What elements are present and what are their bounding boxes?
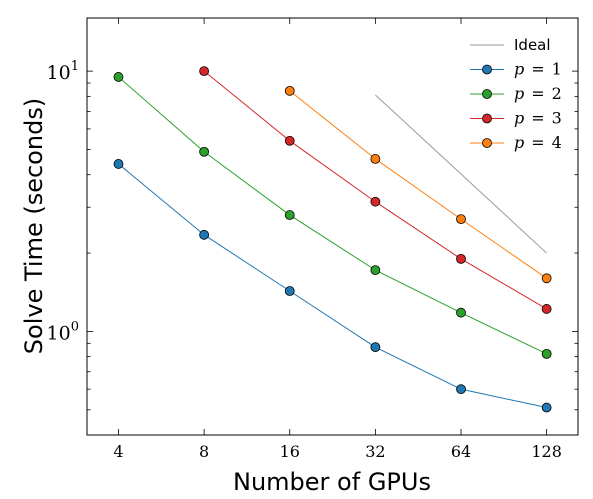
legend-label: p = 4 (514, 133, 562, 152)
series-layer (113, 66, 552, 413)
legend-entry-ideal: Ideal (470, 36, 551, 54)
x-tick-label: 4 (113, 442, 123, 461)
data-point (199, 229, 210, 240)
data-point (284, 85, 295, 96)
series-p1 (113, 159, 552, 413)
legend-label: p = 2 (514, 84, 562, 103)
ideal-line-layer (375, 94, 547, 254)
data-point (113, 159, 124, 169)
y-tick-label: 100 (47, 319, 79, 344)
ideal-scaling-line (375, 94, 547, 254)
series-p2 (113, 72, 552, 359)
legend-marker (482, 138, 492, 148)
series-p3 (199, 66, 552, 314)
legend-label: p = 1 (514, 60, 562, 79)
data-point (456, 384, 466, 395)
data-point (199, 146, 210, 157)
data-point (456, 214, 466, 225)
series-p4 (284, 85, 552, 284)
data-point (284, 135, 295, 146)
legend-label: Ideal (514, 36, 551, 54)
data-point (541, 273, 552, 284)
data-point (113, 72, 124, 82)
legend-entry-p3: p = 3 (470, 109, 562, 128)
x-tick-label: 8 (199, 442, 209, 461)
data-point (541, 304, 552, 314)
x-axis-ticks: 4 8 16 32 64 128 (113, 18, 562, 461)
x-tick-label: 64 (451, 442, 471, 461)
series-line (118, 76, 547, 355)
legend-entry-p2: p = 2 (470, 84, 562, 103)
data-point (199, 66, 210, 77)
data-point (456, 307, 466, 318)
legend-entry-p1: p = 1 (470, 60, 562, 79)
data-point (370, 342, 381, 353)
legend-marker (482, 113, 492, 124)
x-tick-label: 32 (365, 442, 385, 461)
y-axis-title: Solve Time (seconds) (20, 98, 48, 354)
x-tick-label: 128 (531, 442, 562, 461)
data-point (284, 286, 295, 296)
data-point (456, 253, 466, 264)
data-point (370, 196, 381, 207)
data-point (541, 348, 552, 359)
data-point (370, 154, 381, 164)
x-tick-label: 16 (280, 442, 300, 461)
data-point (541, 402, 552, 413)
x-axis-title: Number of GPUs (233, 468, 431, 496)
legend-marker (482, 89, 492, 99)
legend-entry-p4: p = 4 (470, 133, 562, 152)
y-axis-ticks: 100 101 (47, 59, 578, 436)
legend-marker (482, 64, 492, 75)
plot-frame (86, 17, 579, 436)
series-line (118, 163, 547, 409)
data-point (370, 265, 381, 276)
y-tick-label: 101 (47, 59, 79, 84)
data-point (284, 210, 295, 220)
series-line (289, 90, 547, 279)
legend-label: p = 3 (514, 109, 562, 128)
legend: Ideal p = 1 p = 2 p = 3 p = 4 (470, 36, 562, 152)
